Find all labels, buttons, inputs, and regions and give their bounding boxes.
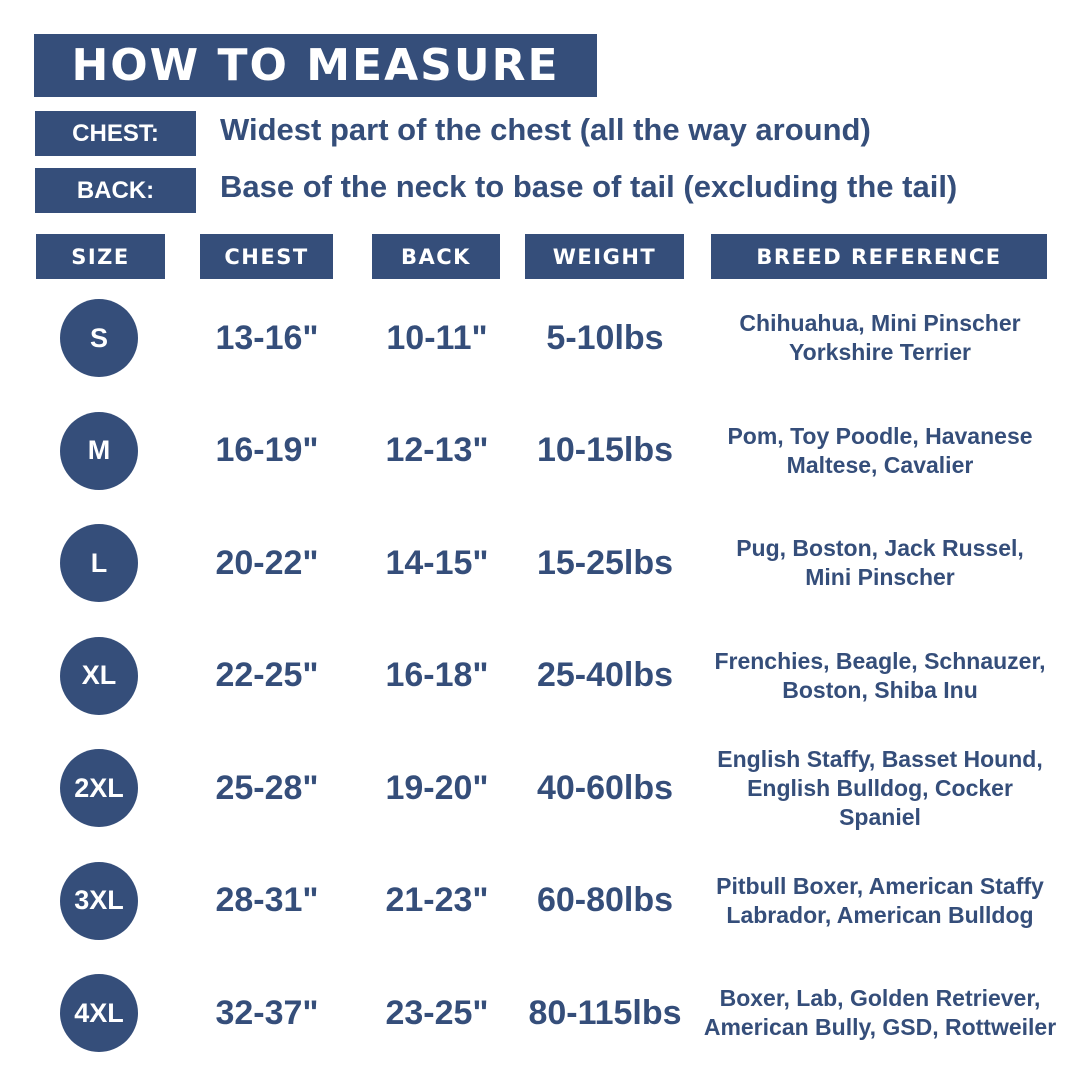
back-description: Base of the neck to base of tail (exclud… — [220, 169, 958, 204]
breed-line: Maltese, Cavalier — [786, 451, 974, 478]
chest-value: 22-25" — [215, 656, 319, 694]
header-weight: WEIGHT — [525, 234, 684, 279]
breed-reference: Pug, Boston, Jack Russel, Mini Pinscher — [700, 513, 1060, 613]
size-badge: L — [60, 524, 138, 602]
chest-value: 13-16" — [215, 318, 319, 357]
weight-value: 15-25lbs — [536, 543, 674, 582]
size-badge: 3XL — [60, 861, 138, 940]
chest-label: CHEST: — [35, 111, 196, 156]
size-badge: S — [60, 299, 138, 377]
breed-line: Mini Pinscher — [805, 564, 955, 590]
header-back: BACK — [372, 234, 500, 279]
breed-line: Frenchies, Beagle, Schnauzer, — [714, 647, 1046, 674]
header-chest: CHEST — [200, 234, 333, 279]
table-row: L 20-22" 14-15" 15-25lbs Pug, Boston, Ja… — [0, 513, 1080, 613]
size-badge: 4XL — [60, 974, 138, 1052]
back-label: BACK: — [35, 168, 196, 213]
chest-value: 20-22" — [215, 543, 319, 582]
breed-line: English Bulldog, Cocker — [747, 774, 1013, 801]
table-row: S 13-16" 10-11" 5-10lbs Chihuahua, Mini … — [0, 288, 1080, 388]
page-title: HOW TO MEASURE — [34, 34, 597, 97]
weight-value: 10-15lbs — [536, 431, 674, 469]
breed-reference: Frenchies, Beagle, Schnauzer, Boston, Shi… — [700, 626, 1060, 726]
back-value: 21-23" — [385, 881, 489, 919]
table-row: XL 22-25" 16-18" 25-40lbs Frenchies, Bea… — [0, 626, 1080, 726]
back-value: 23-25" — [385, 993, 489, 1032]
weight-value: 80-115lbs — [528, 993, 682, 1032]
size-badge: XL — [60, 636, 138, 715]
header-size: SIZE — [36, 234, 165, 279]
breed-reference: Pom, Toy Poodle, Havanese Maltese, Cavali… — [700, 401, 1060, 501]
breed-line: Chihuahua, Mini Pinscher — [739, 310, 1021, 336]
breed-line: English Staffy, Basset Hound, — [717, 745, 1043, 772]
breed-reference: Pitbull Boxer, American Staffy Labrador, … — [700, 851, 1060, 951]
weight-value: 40-60lbs — [536, 768, 674, 807]
table-row: M 16-19" 12-13" 10-15lbs Pom, Toy Poodle… — [0, 401, 1080, 501]
chest-value: 16-19" — [215, 431, 319, 469]
table-row: 3XL 28-31" 21-23" 60-80lbs Pitbull Boxer… — [0, 851, 1080, 951]
breed-reference: Chihuahua, Mini Pinscher Yorkshire Terrie… — [700, 288, 1060, 388]
back-value: 12-13" — [385, 431, 489, 469]
breed-line: Pom, Toy Poodle, Havanese — [727, 422, 1033, 449]
table-row: 4XL 32-37" 23-25" 80-115lbs Boxer, Lab, … — [0, 963, 1080, 1063]
breed-line: Pug, Boston, Jack Russel, — [736, 535, 1024, 561]
back-value: 10-11" — [386, 318, 488, 357]
size-badge: 2XL — [60, 749, 138, 827]
table-row: 2XL 25-28" 19-20" 40-60lbs English Staff… — [0, 738, 1080, 838]
breed-line: Yorkshire Terrier — [789, 339, 971, 365]
breed-reference: English Staffy, Basset Hound, English Bul… — [700, 738, 1060, 838]
back-value: 14-15" — [385, 543, 489, 582]
chest-value: 32-37" — [215, 993, 319, 1032]
breed-reference: Boxer, Lab, Golden Retriever, American Bu… — [700, 963, 1060, 1063]
breed-line: Boston, Shiba Inu — [782, 676, 978, 703]
chest-description: Widest part of the chest (all the way ar… — [220, 112, 871, 147]
size-badge: M — [60, 411, 138, 490]
breed-line: Labrador, American Bulldog — [726, 901, 1034, 928]
weight-value: 5-10lbs — [546, 318, 664, 357]
header-breed-reference: BREED REFERENCE — [711, 234, 1047, 279]
back-value: 16-18" — [385, 656, 489, 694]
breed-line: Pitbull Boxer, American Staffy — [716, 872, 1044, 899]
chest-value: 25-28" — [215, 768, 319, 807]
weight-value: 60-80lbs — [536, 881, 674, 919]
breed-line: Boxer, Lab, Golden Retriever, — [719, 985, 1041, 1011]
chest-value: 28-31" — [215, 881, 319, 919]
back-value: 19-20" — [385, 768, 489, 807]
breed-line: Spaniel — [839, 803, 921, 830]
breed-line: American Bully, GSD, Rottweiler — [703, 1014, 1057, 1040]
weight-value: 25-40lbs — [536, 656, 674, 694]
